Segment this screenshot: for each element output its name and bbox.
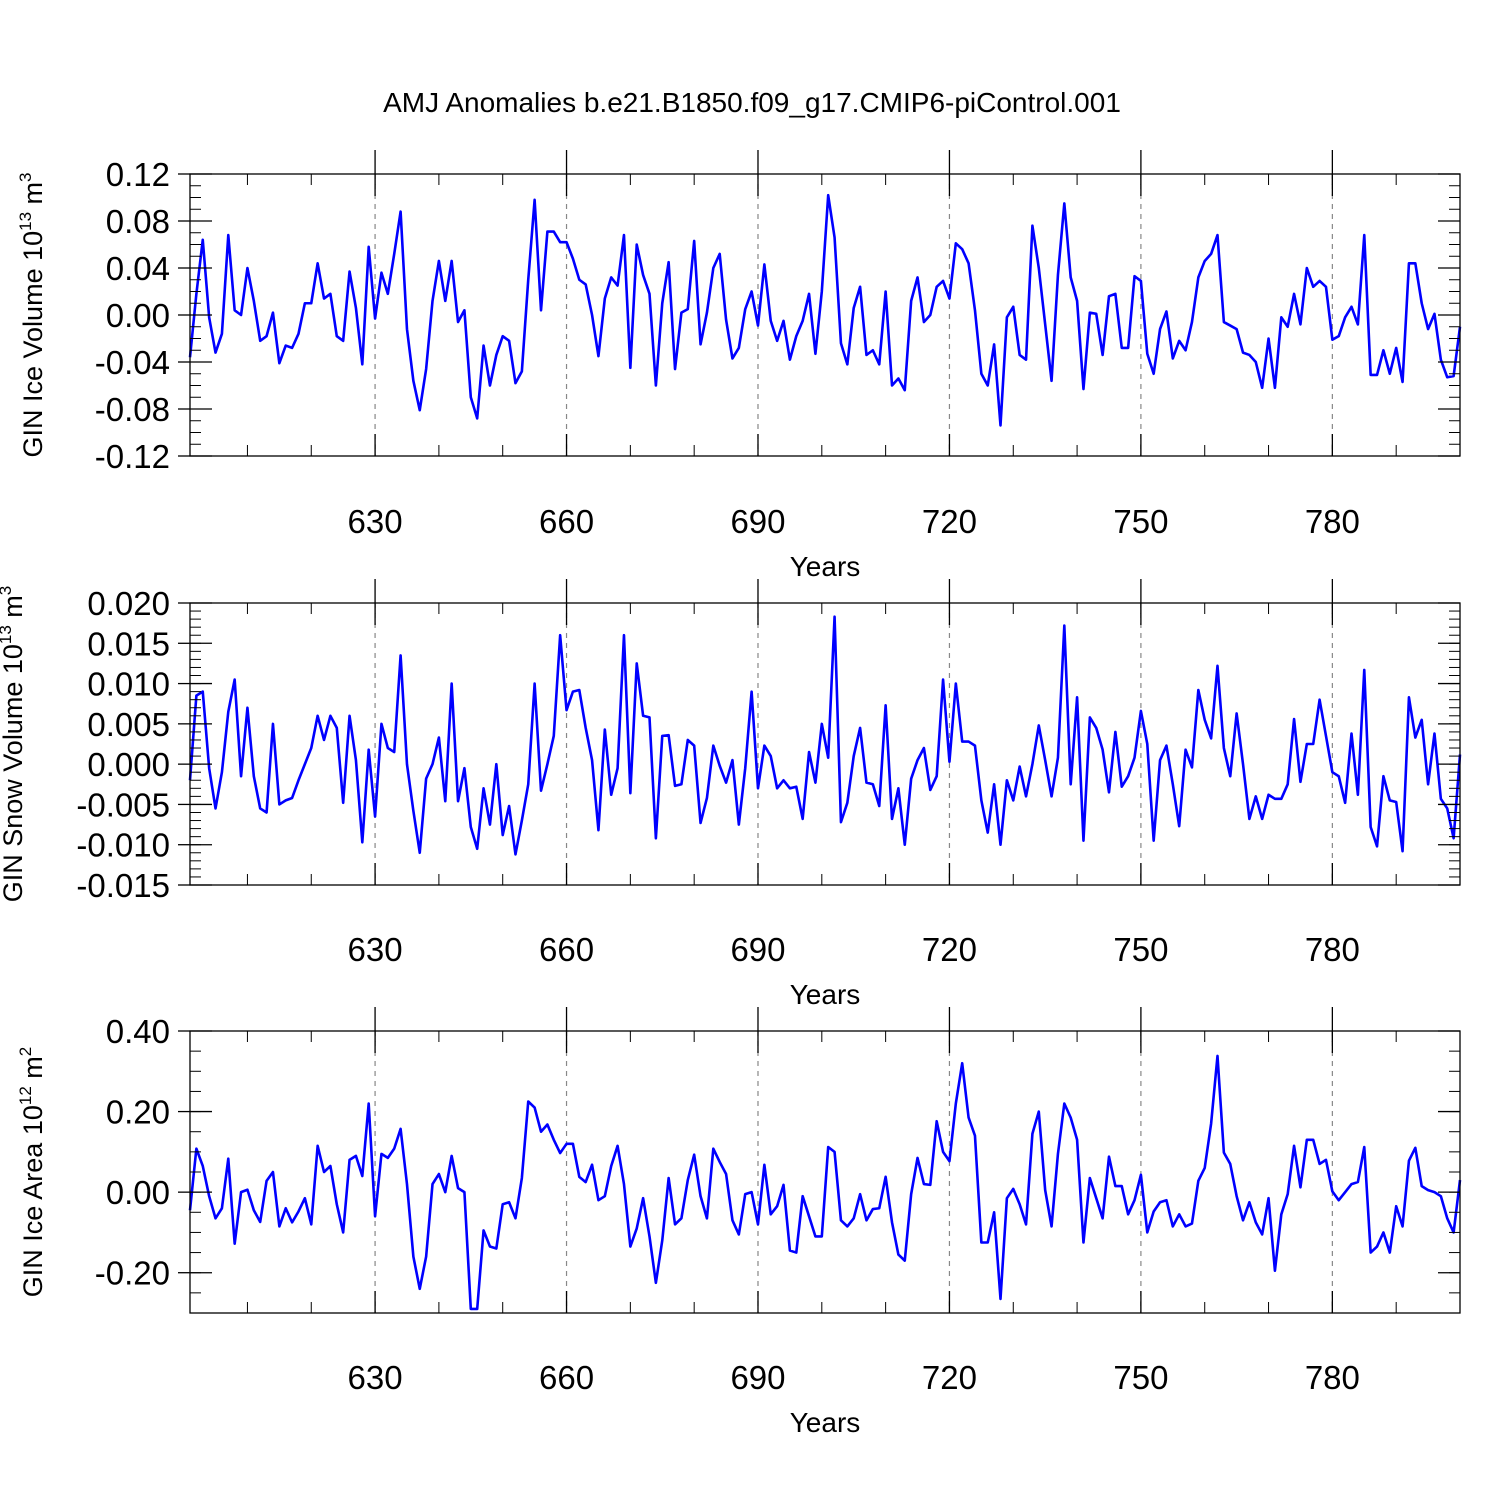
y-axis-label: GIN Ice Area 1012 m2	[16, 1047, 48, 1298]
x-tick-label: 630	[348, 1359, 403, 1396]
y-tick-label: 0.40	[106, 1013, 170, 1050]
x-tick-label: 750	[1113, 931, 1168, 968]
y-tick-label: 0.010	[87, 666, 170, 703]
x-tick-label: 690	[730, 503, 785, 540]
x-tick-label: 660	[539, 1359, 594, 1396]
panel-1: -0.12 -0.08 -0.04 0.00 0.04 0.08 0.12 630 660 690…	[16, 150, 1462, 582]
x-tick-label: 780	[1305, 931, 1360, 968]
x-tick-label: 690	[730, 1359, 785, 1396]
y-tick-label: 0.00	[106, 297, 170, 334]
plot-frame	[189, 173, 1461, 457]
y-tick-label: -0.015	[76, 867, 170, 904]
x-tick-label: 690	[730, 931, 785, 968]
x-tick-label: 750	[1113, 503, 1168, 540]
x-tick-label: 630	[348, 503, 403, 540]
x-tick-label: 750	[1113, 1359, 1168, 1396]
y-tick-label: -0.04	[95, 344, 170, 381]
x-tick-label: 720	[922, 503, 977, 540]
y-tick-label: -0.010	[76, 827, 170, 864]
x-tick-label: 780	[1305, 1359, 1360, 1396]
plot-frame	[189, 602, 1461, 886]
x-axis-label: Years	[790, 551, 861, 582]
x-tick-label: 720	[922, 1359, 977, 1396]
x-tick-label: 780	[1305, 503, 1360, 540]
y-tick-label: 0.20	[106, 1094, 170, 1131]
y-tick-label: 0.08	[106, 203, 170, 240]
x-tick-label: 660	[539, 503, 594, 540]
y-axis-label: GIN Snow Volume 1013 m3	[0, 586, 28, 903]
y-tick-label: 0.005	[87, 706, 170, 743]
y-tick-label: 0.12	[106, 156, 170, 193]
y-tick-label: 0.015	[87, 625, 170, 662]
series-line	[188, 615, 1462, 856]
x-tick-label: 720	[922, 931, 977, 968]
chart-title: AMJ Anomalies b.e21.B1850.f09_g17.CMIP6-…	[383, 87, 1121, 118]
y-tick-label: -0.12	[95, 438, 170, 475]
x-axis-label: Years	[790, 979, 861, 1010]
x-tick-label: 660	[539, 931, 594, 968]
y-tick-label: 0.000	[87, 746, 170, 783]
x-axis-label: Years	[790, 1407, 861, 1438]
y-tick-label: 0.020	[87, 585, 170, 622]
y-tick-label: -0.08	[95, 391, 170, 428]
y-tick-label: -0.005	[76, 786, 170, 823]
panel-3: -0.20 0.00 0.20 0.40 630 660 690 720 750 780 Years…	[16, 1007, 1462, 1438]
y-axis-label: GIN Ice Volume 1013 m3	[16, 172, 48, 457]
series-line	[188, 193, 1462, 427]
y-tick-label: 0.04	[106, 250, 170, 287]
y-tick-label: -0.20	[95, 1255, 170, 1292]
series-line	[188, 1054, 1462, 1311]
x-tick-label: 630	[348, 931, 403, 968]
y-tick-label: 0.00	[106, 1174, 170, 1211]
